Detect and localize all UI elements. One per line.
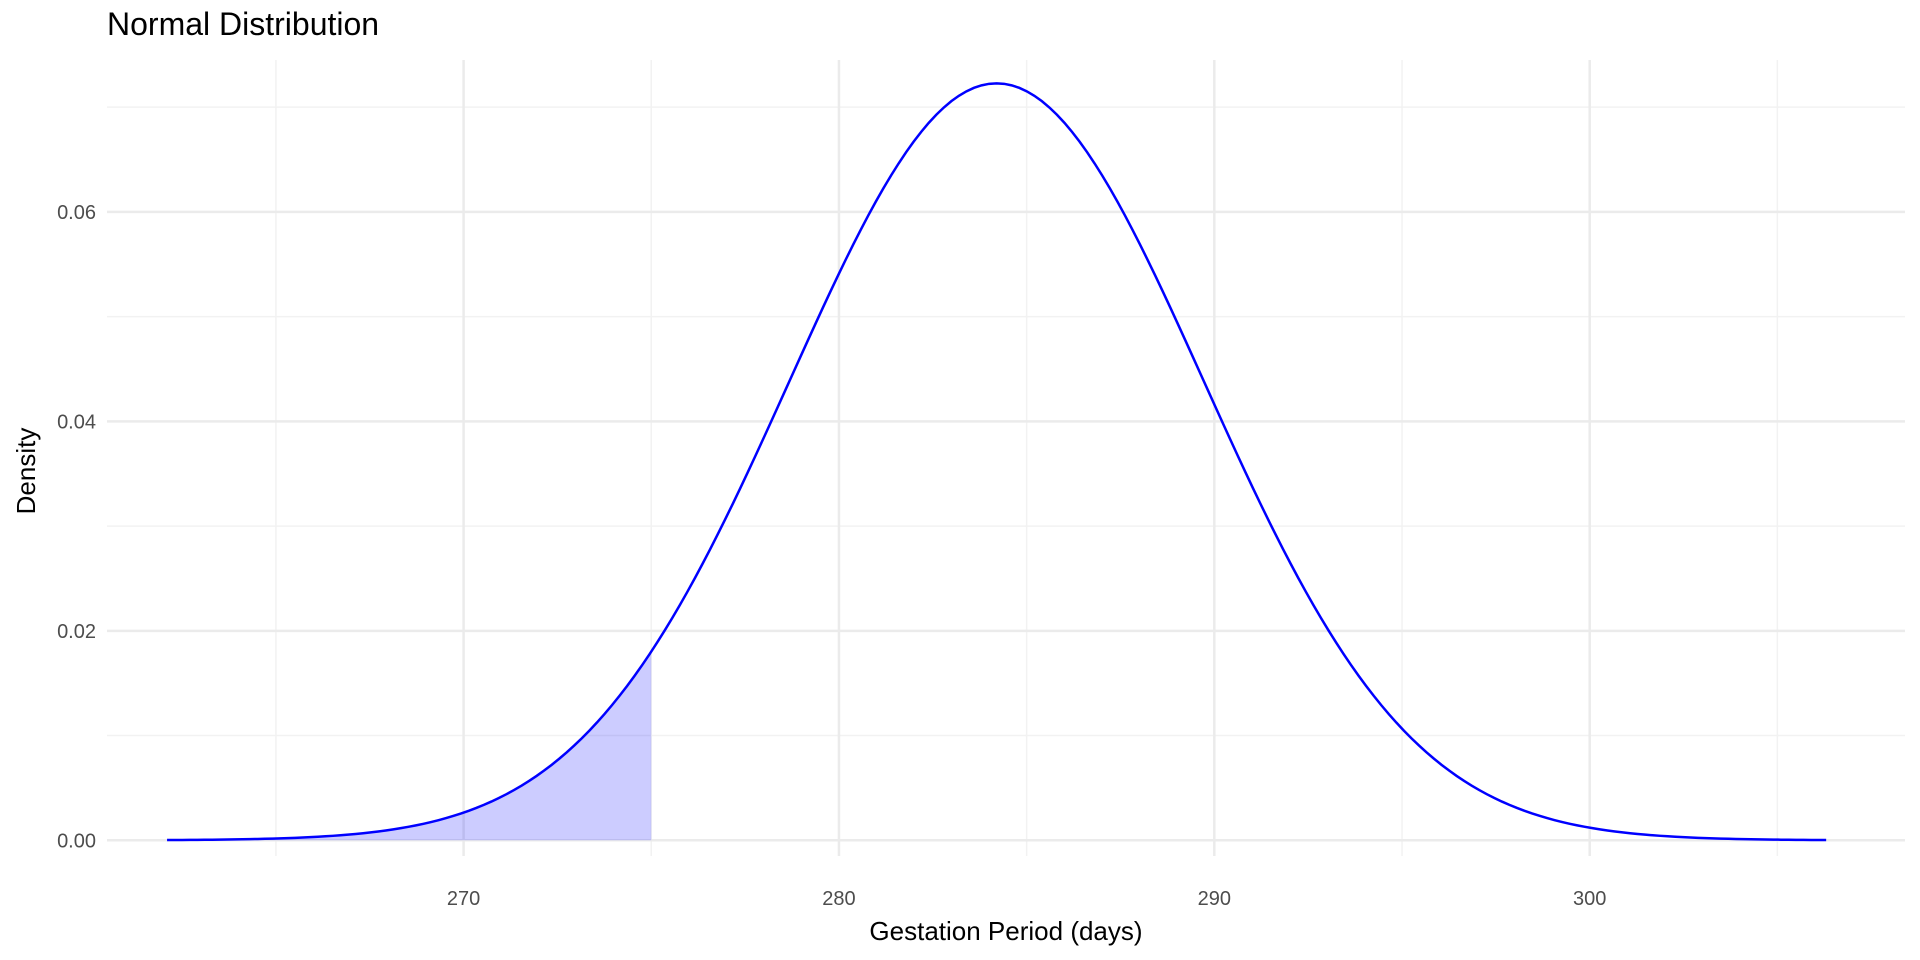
y-tick-label: 0.06 xyxy=(57,202,96,224)
y-tick-label: 0.04 xyxy=(57,411,96,433)
grid-minor-lines xyxy=(107,60,1905,856)
y-axis-tick-labels: 0.00 0.02 0.04 0.06 xyxy=(57,202,96,852)
shaded-tail-area xyxy=(167,651,652,841)
density-curve-line xyxy=(167,82,1827,842)
y-tick-label: 0.02 xyxy=(57,621,96,643)
x-tick-label: 270 xyxy=(447,888,480,910)
x-tick-label: 290 xyxy=(1198,888,1231,910)
grid-major-lines xyxy=(107,60,1905,856)
x-axis-tick-labels: 270 280 290 300 xyxy=(447,888,1606,910)
x-tick-label: 300 xyxy=(1573,888,1606,910)
y-tick-label: 0.00 xyxy=(57,830,96,852)
x-axis-title: Gestation Period (days) xyxy=(869,916,1142,946)
chart-title: Normal Distribution xyxy=(107,6,380,42)
y-axis-title: Density xyxy=(11,428,41,515)
x-tick-label: 280 xyxy=(822,888,855,910)
